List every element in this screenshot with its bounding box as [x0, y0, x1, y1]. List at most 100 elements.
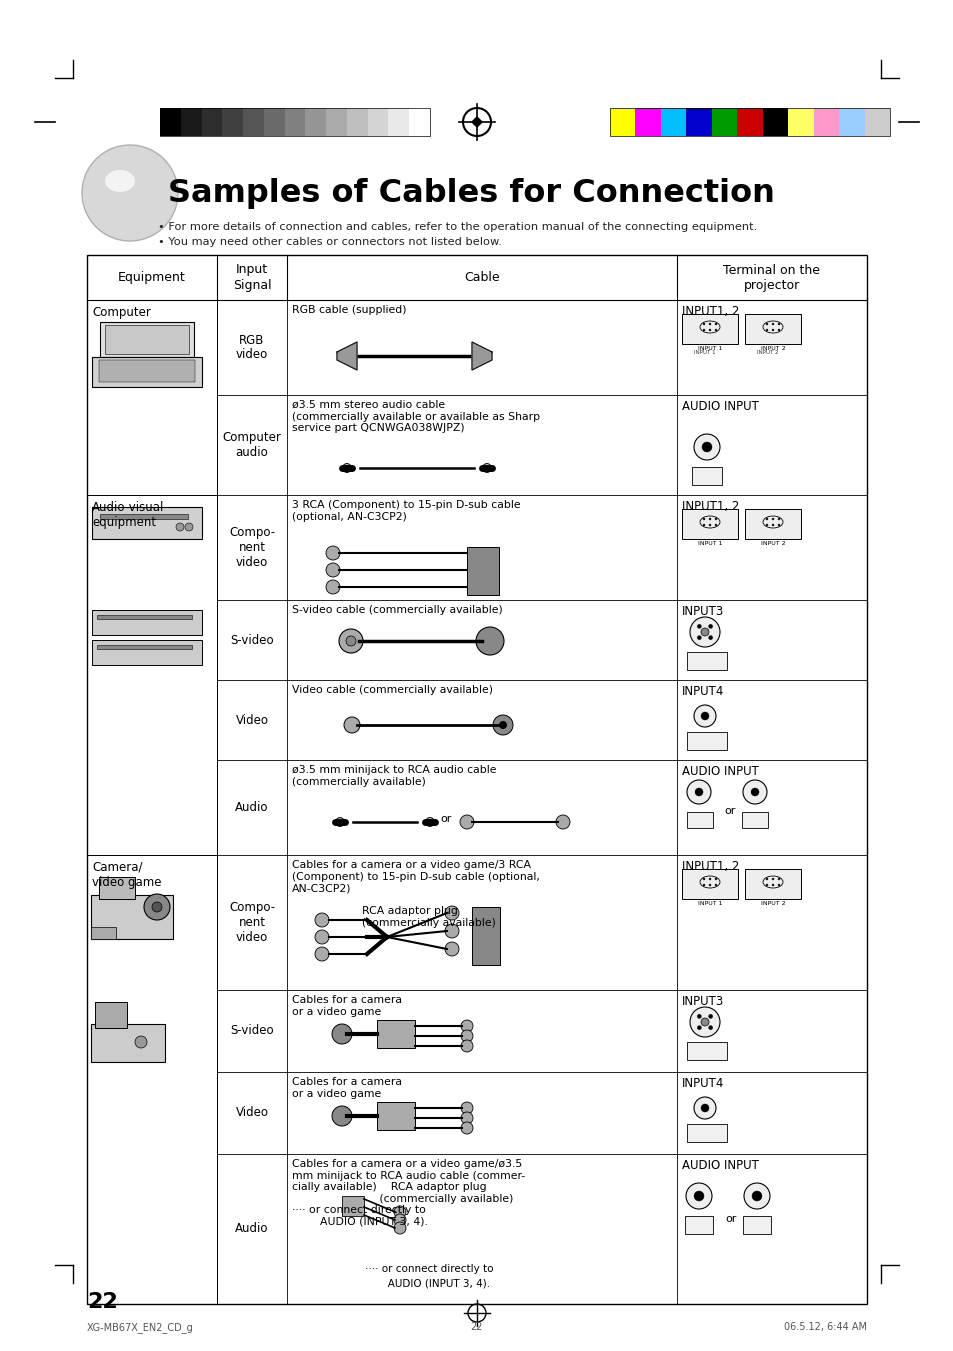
Circle shape — [714, 517, 717, 520]
Bar — [681, 509, 738, 539]
Text: 22: 22 — [87, 1292, 117, 1312]
Bar — [686, 1124, 726, 1142]
Text: or: or — [439, 815, 451, 824]
Circle shape — [332, 1024, 352, 1044]
Circle shape — [708, 884, 710, 886]
Bar — [609, 108, 635, 136]
Text: INPUT4: INPUT4 — [681, 1077, 723, 1090]
Circle shape — [689, 617, 720, 647]
Circle shape — [460, 1112, 473, 1124]
Bar — [91, 1024, 165, 1062]
Circle shape — [778, 330, 780, 331]
Bar — [87, 300, 216, 494]
Text: Cable: Cable — [464, 272, 499, 284]
Bar — [264, 108, 284, 136]
Ellipse shape — [105, 170, 135, 192]
Bar — [685, 108, 711, 136]
Circle shape — [144, 894, 170, 920]
Bar — [91, 357, 202, 386]
Circle shape — [778, 517, 780, 520]
Text: INPUT3: INPUT3 — [681, 994, 723, 1008]
Circle shape — [700, 1019, 708, 1025]
Circle shape — [493, 715, 513, 735]
Circle shape — [697, 1025, 700, 1029]
Circle shape — [751, 1192, 761, 1201]
Circle shape — [714, 524, 717, 526]
Circle shape — [702, 524, 704, 526]
Bar — [711, 108, 737, 136]
Circle shape — [314, 947, 329, 961]
Text: ø3.5 mm minijack to RCA audio cable
(commercially available): ø3.5 mm minijack to RCA audio cable (com… — [292, 765, 496, 786]
Circle shape — [314, 913, 329, 927]
Circle shape — [778, 878, 780, 880]
Circle shape — [750, 788, 759, 796]
Bar — [762, 108, 787, 136]
Circle shape — [459, 815, 474, 830]
Circle shape — [344, 717, 359, 734]
Circle shape — [771, 330, 773, 331]
Bar — [201, 108, 222, 136]
Circle shape — [693, 434, 720, 459]
Circle shape — [697, 636, 700, 639]
Circle shape — [765, 517, 767, 520]
Bar — [87, 855, 216, 1304]
Bar — [744, 313, 801, 345]
Bar — [635, 108, 660, 136]
Circle shape — [765, 884, 767, 886]
Circle shape — [135, 1036, 147, 1048]
Bar — [91, 927, 116, 939]
Bar — [737, 108, 762, 136]
Circle shape — [765, 878, 767, 880]
Bar — [467, 547, 498, 594]
Bar — [95, 1002, 127, 1028]
Bar — [347, 108, 367, 136]
Circle shape — [444, 942, 458, 957]
Text: Video cable (commercially available): Video cable (commercially available) — [292, 685, 493, 694]
Circle shape — [771, 878, 773, 880]
Circle shape — [708, 517, 710, 520]
Bar — [686, 1042, 726, 1061]
Text: Audio: Audio — [235, 801, 269, 815]
Text: Equipment: Equipment — [118, 272, 186, 284]
Circle shape — [460, 1102, 473, 1115]
Bar — [91, 640, 202, 665]
Circle shape — [771, 323, 773, 326]
Circle shape — [498, 721, 506, 730]
Text: RGB
video: RGB video — [235, 334, 268, 362]
Bar — [326, 108, 347, 136]
Circle shape — [702, 884, 704, 886]
Text: Cables for a camera or a video game/ø3.5
mm minijack to RCA audio cable (commer-: Cables for a camera or a video game/ø3.5… — [292, 1159, 524, 1227]
Circle shape — [778, 884, 780, 886]
Text: or: or — [724, 1215, 736, 1224]
Text: INPUT4: INPUT4 — [681, 685, 723, 698]
Text: INPUT1, 2: INPUT1, 2 — [681, 861, 739, 873]
Circle shape — [742, 780, 766, 804]
Circle shape — [700, 628, 708, 636]
Text: ···· or connect directly to: ···· or connect directly to — [365, 1265, 493, 1274]
Bar — [91, 507, 202, 539]
Text: S-video: S-video — [230, 1024, 274, 1038]
Circle shape — [765, 330, 767, 331]
Polygon shape — [472, 118, 481, 127]
Text: Audio: Audio — [235, 1223, 269, 1236]
Circle shape — [714, 884, 717, 886]
Circle shape — [314, 929, 329, 944]
Circle shape — [693, 705, 716, 727]
Circle shape — [444, 907, 458, 920]
Text: AUDIO INPUT: AUDIO INPUT — [681, 1159, 758, 1173]
Bar — [367, 108, 388, 136]
Circle shape — [714, 878, 717, 880]
Bar — [105, 326, 189, 354]
Text: • You may need other cables or connectors not listed below.: • You may need other cables or connector… — [158, 236, 501, 247]
Text: Video: Video — [235, 1106, 268, 1120]
Text: INPUT 2: INPUT 2 — [760, 346, 784, 351]
Bar — [341, 1196, 364, 1216]
Circle shape — [460, 1029, 473, 1042]
Text: Cables for a camera or a video game/3 RCA
(Component) to 15-pin D-sub cable (opt: Cables for a camera or a video game/3 RC… — [292, 861, 539, 928]
Bar — [99, 359, 194, 382]
Circle shape — [693, 1097, 716, 1119]
Circle shape — [342, 463, 351, 473]
Text: Computer: Computer — [91, 305, 151, 319]
Text: Compo-
nent
video: Compo- nent video — [229, 526, 274, 569]
Bar — [741, 812, 767, 828]
